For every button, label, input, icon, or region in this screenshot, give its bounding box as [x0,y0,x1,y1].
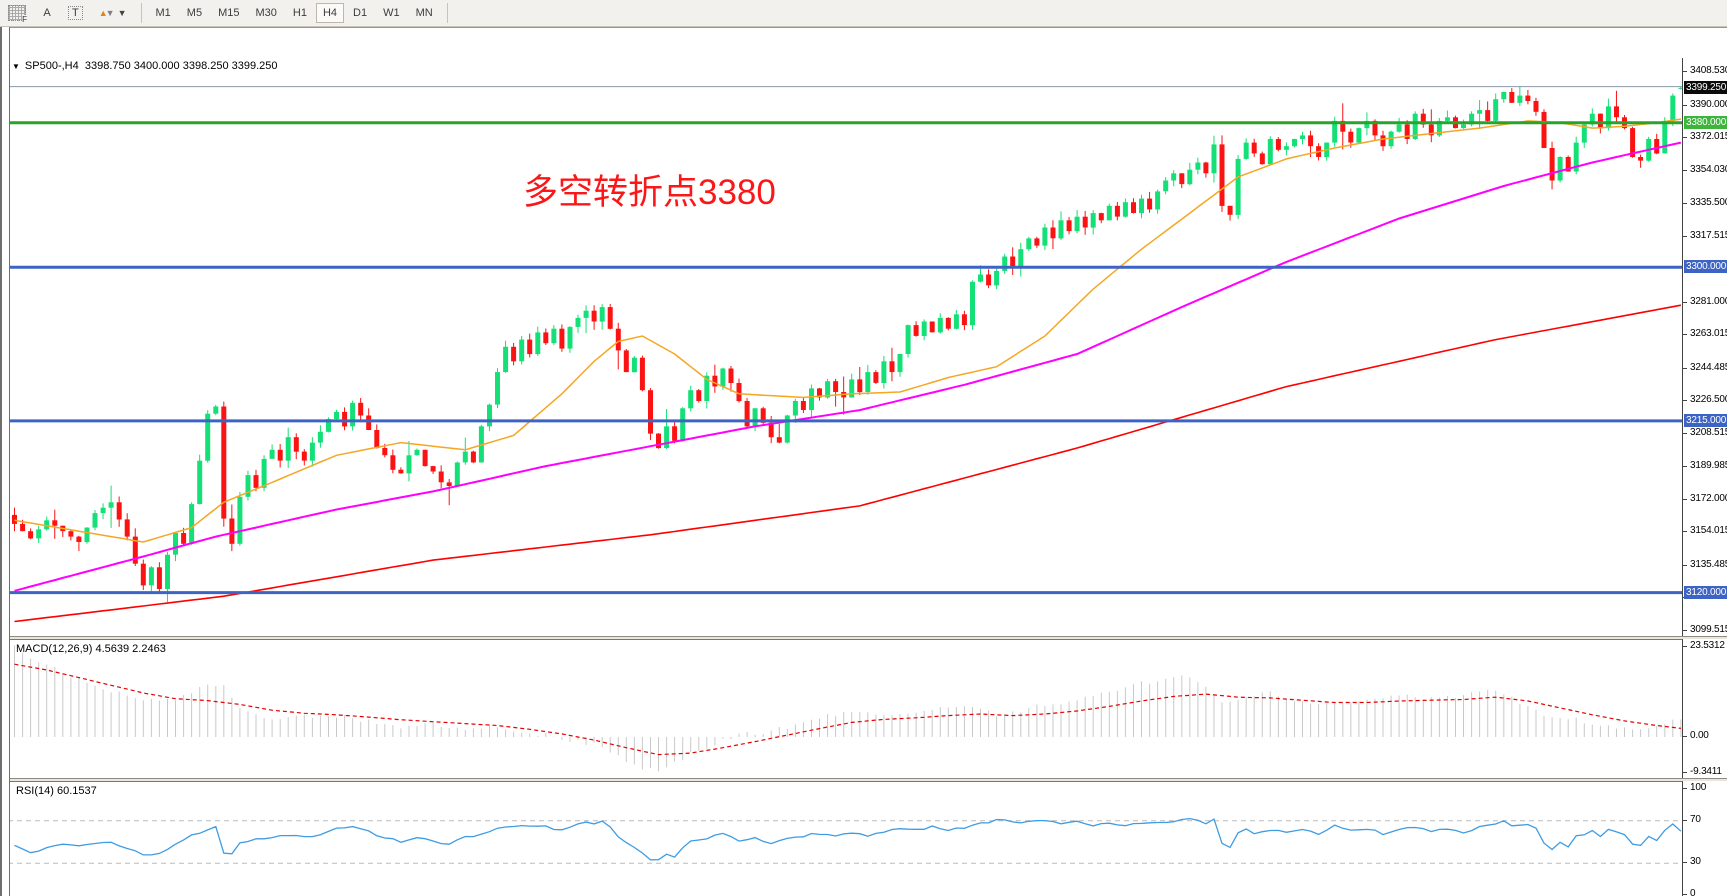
price-tick [1683,630,1687,631]
macd-tick-label: -9.3411 [1690,766,1722,777]
dropdown-arrow-icon: ▼ [117,8,127,18]
price-tick-label: 3354.030 [1690,164,1727,175]
fast-ma-line [14,118,1682,543]
price-tick [1683,71,1687,72]
macd-chart [14,645,1682,772]
timeframe-m30[interactable]: M30 [248,3,283,23]
price-tick-label: 3263.015 [1690,328,1727,339]
price-chart-pane[interactable]: ▼ SP500-,H4 3398.750 3400.000 3398.250 33… [8,58,1683,636]
price-tick-label: 3317.515 [1690,230,1727,241]
price-tick-label: 3099.515 [1690,624,1727,635]
price-tick [1683,531,1687,532]
window-left-frame [0,27,10,896]
toolbar: F A T ▲ ▼ ▼ M1 M5 M15 M30 H1 H4 D1 W1 MN [0,0,1727,27]
price-tick-label: 3208.515 [1690,427,1727,438]
price-tick-label: 3335.500 [1690,197,1727,208]
timeframe-group: M1 M5 M15 M30 H1 H4 D1 W1 MN [148,0,441,26]
timeframe-m1[interactable]: M1 [149,3,178,23]
candlestick-chart [8,84,1682,623]
price-tick-label: 3154.015 [1690,525,1727,536]
collapse-triangle-icon: ▼ [12,62,20,71]
price-tick-label: 3135.485 [1690,559,1727,570]
text-label-button[interactable]: T [61,3,90,23]
rsi-tick-label: 0 [1690,888,1696,896]
price-tick-label: 3226.500 [1690,394,1727,405]
chart-annotation-text: 多空转折点3380 [523,173,776,212]
macd-tick [1683,772,1687,773]
timeframe-h1[interactable]: H1 [286,3,314,23]
price-badge: 3120.000 [1684,586,1727,599]
chart-window: ▼ SP500-,H4 3398.750 3400.000 3398.250 33… [0,27,1727,896]
price-tick [1683,368,1687,369]
price-tick [1683,302,1687,303]
toolbar-separator [446,3,448,23]
price-tick [1683,334,1687,335]
timeframe-mn[interactable]: MN [409,3,440,23]
rsi-pane[interactable]: RSI(14) 60.1537 [8,781,1683,896]
rsi-tick-label: 30 [1690,856,1701,867]
price-tick [1683,105,1687,106]
rsi-axis[interactable]: 100 70 30 0 [1683,781,1727,896]
macd-tick-label: 0.00 [1690,730,1709,741]
price-tick-label: 3390.000 [1690,99,1727,110]
timeframe-h4[interactable]: H4 [315,3,344,23]
rsi-tick [1683,820,1687,821]
price-axis[interactable]: 3408.530 3390.000 3372.015 3354.030 3335.500… [1683,58,1727,636]
price-tick [1683,203,1687,204]
rsi-tick-label: 100 [1690,782,1707,793]
chart-symbol-header[interactable]: ▼ SP500-,H4 3398.750 3400.000 3398.250 33… [12,60,278,72]
price-tick [1683,170,1687,171]
price-badge: 3215.000 [1684,414,1727,427]
slow-ma-line [14,304,1682,623]
rsi-chart [8,817,1682,864]
drawing-tools-group: F A T ▲ ▼ ▼ [0,0,135,26]
rsi-label: RSI(14) 60.1537 [16,785,97,797]
price-tick [1683,466,1687,467]
grid-f-icon: F [8,5,27,24]
price-tick [1683,400,1687,401]
rsi-tick [1683,862,1687,863]
price-tick-label: 3372.015 [1690,131,1727,142]
price-tick [1683,137,1687,138]
price-tick-label: 3244.485 [1690,362,1727,373]
price-badge: 3380.000 [1684,116,1727,129]
timeframe-m15[interactable]: M15 [211,3,246,23]
price-tick [1683,433,1687,434]
macd-label: MACD(12,26,9) 4.5639 2.2463 [16,643,166,655]
timeframe-w1[interactable]: W1 [376,3,407,23]
rsi-tick [1683,788,1687,789]
timeframe-d1[interactable]: D1 [346,3,374,23]
price-tick-label: 3172.000 [1690,493,1727,504]
price-tick-label: 3408.530 [1690,65,1727,76]
rsi-tick-label: 70 [1690,814,1701,825]
macd-axis[interactable]: 23.5312 0.00 -9.3411 [1683,639,1727,778]
rsi-line [14,817,1682,861]
switch-arrows-button[interactable]: ▲ ▼ ▼ [92,3,134,23]
text-a-button[interactable]: A [35,3,59,23]
timeframe-m5[interactable]: M5 [180,3,209,23]
macd-tick-label: 23.5312 [1690,640,1725,651]
macd-signal-line [14,663,1681,756]
template-grid-button[interactable]: F [1,3,33,24]
price-badge: 3399.250 [1684,81,1727,94]
up-arrow-icon: ▲ [98,8,108,18]
ohlc-readout: SP500-,H4 3398.750 3400.000 3398.250 339… [24,60,278,72]
macd-pane[interactable]: MACD(12,26,9) 4.5639 2.2463 [8,639,1683,779]
macd-tick [1683,646,1687,647]
down-arrow-icon: ▼ [105,8,115,18]
price-tick [1683,565,1687,566]
toolbar-separator [140,3,142,23]
price-tick-label: 3189.985 [1690,460,1727,471]
mid-ma-line [14,141,1682,592]
macd-tick [1683,736,1687,737]
price-tick [1683,236,1687,237]
price-tick-label: 3281.000 [1690,296,1727,307]
rsi-tick [1683,894,1687,895]
price-tick [1683,499,1687,500]
price-badge: 3300.000 [1684,260,1727,273]
